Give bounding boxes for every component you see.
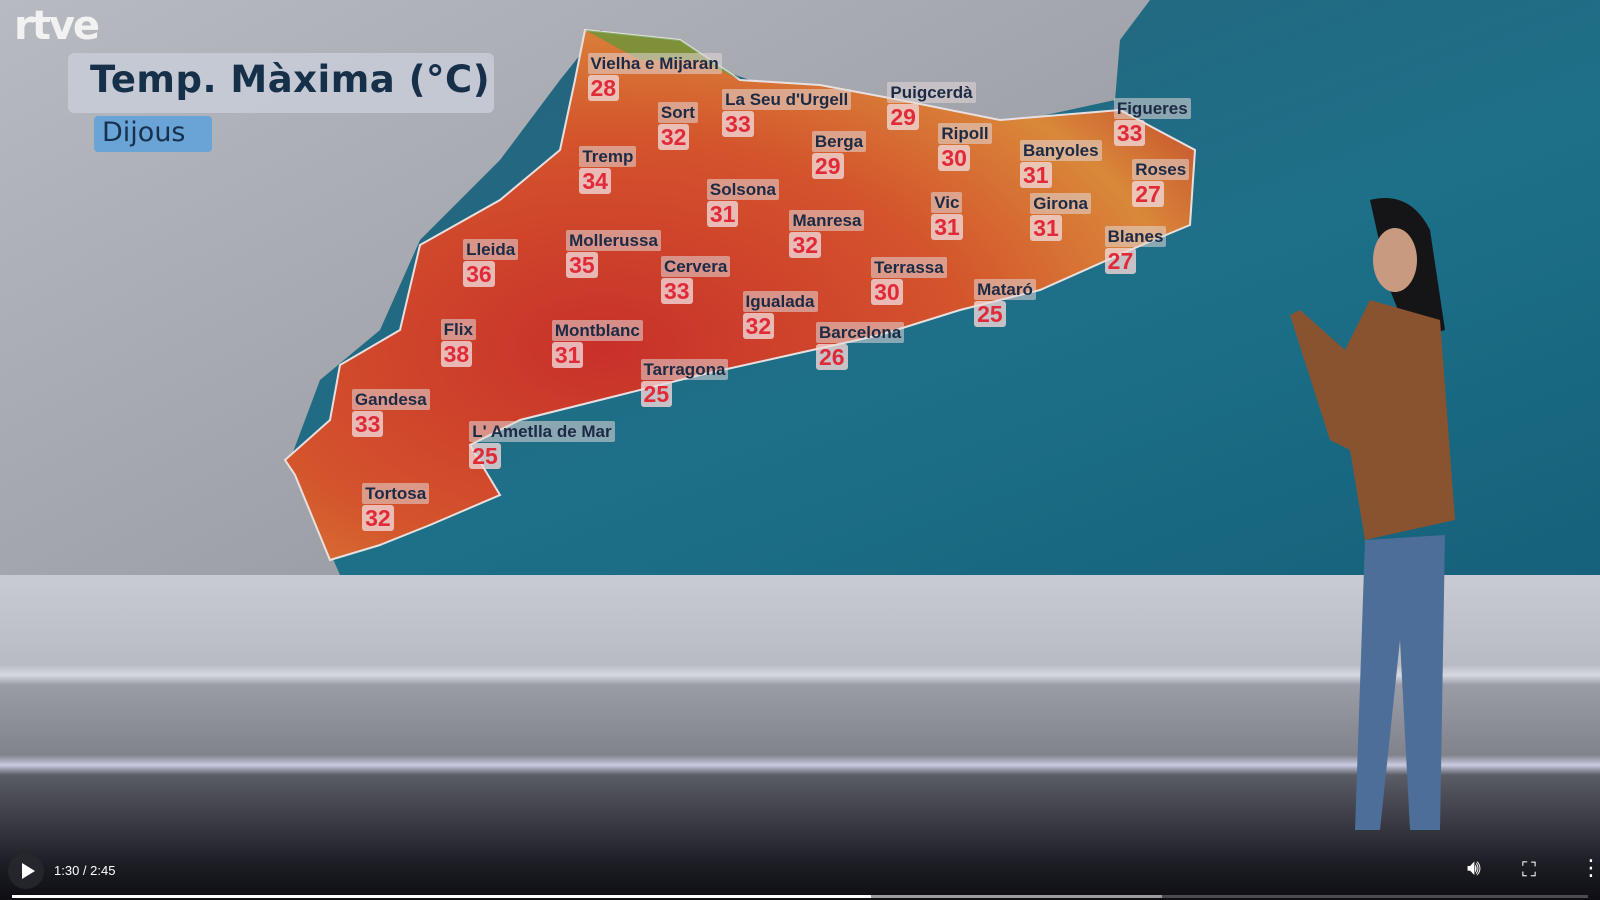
city-name: Mollerussa (566, 229, 661, 251)
city-temp: 25 (640, 381, 673, 408)
city-label: L' Ametlla de Mar 25 (469, 421, 615, 470)
city-label: Solsona 31 (706, 178, 779, 227)
city-temp: 33 (1113, 119, 1146, 146)
city-temp: 31 (706, 200, 739, 227)
more-options-icon[interactable]: ⋮ (1580, 856, 1600, 881)
city-label: La Seu d'Urgell 33 (722, 88, 852, 137)
city-temp: 35 (566, 251, 598, 278)
city-label: Mollerussa 35 (566, 229, 661, 278)
city-name: Montblanc (551, 320, 643, 342)
city-temp: 32 (742, 312, 775, 339)
city-temp: 25 (974, 301, 1006, 328)
city-label: Sort 32 (657, 102, 698, 150)
city-temp: 32 (362, 505, 394, 532)
city-name: Lleida (463, 238, 519, 260)
city-temp: 36 (463, 260, 495, 287)
city-name: Igualada (742, 290, 818, 312)
city-label: Montblanc 31 (551, 320, 643, 369)
city-label: Cervera 33 (660, 256, 731, 305)
city-temp: 29 (887, 103, 919, 130)
city-temp: 33 (351, 410, 384, 437)
city-label: Vielha e Mijaran 28 (587, 53, 722, 102)
volume-icon[interactable]: 🔊︎ (1467, 856, 1481, 881)
played-bar (12, 895, 871, 898)
city-temp: 34 (579, 167, 611, 194)
city-label: Vic 31 (931, 191, 963, 240)
day-label: Dijous (94, 116, 212, 152)
city-name: Sort (657, 102, 698, 123)
city-name: Mataró (974, 279, 1036, 301)
city-temp: 32 (657, 124, 690, 150)
city-temp: 33 (722, 110, 754, 137)
city-label: Puigcerdà 29 (887, 81, 976, 130)
studio-floor (0, 575, 1600, 900)
city-temp: 30 (938, 145, 970, 172)
city-temp: 27 (1104, 248, 1137, 275)
city-label: Blanes 27 (1104, 226, 1167, 275)
city-name: Tortosa (362, 483, 430, 505)
city-label: Tortosa 32 (362, 483, 430, 532)
presenter (1290, 198, 1455, 830)
city-temp: 25 (469, 443, 501, 470)
city-label: Ripoll 30 (938, 123, 992, 172)
map-title: Temp. Màxima (°C) (68, 53, 494, 113)
city-label: Figueres 33 (1113, 97, 1191, 146)
city-temp: 31 (1020, 161, 1052, 188)
city-temp: 32 (789, 232, 822, 259)
city-label: Berga 29 (811, 130, 867, 179)
video-controls: 1:30 / 2:45 🔊︎ ⛶ ⋮ (0, 840, 1600, 900)
city-name: Tremp (579, 145, 637, 167)
city-temp: 31 (551, 342, 584, 369)
city-name: Terrassa (871, 257, 947, 279)
city-label: Manresa 32 (789, 210, 865, 259)
play-icon[interactable] (8, 853, 44, 889)
city-name: La Seu d'Urgell (722, 88, 852, 110)
city-name: Girona (1030, 192, 1091, 214)
city-label: Terrassa 30 (871, 257, 947, 306)
city-name: Vielha e Mijaran (587, 53, 722, 75)
city-label: Gandesa 33 (351, 388, 430, 437)
city-name: Barcelona (816, 322, 905, 344)
progress-bar[interactable] (12, 895, 1588, 898)
city-name: Solsona (706, 178, 779, 200)
city-label: Flix 38 (440, 319, 476, 368)
city-temp: 26 (816, 344, 848, 371)
city-label: Roses 27 (1132, 159, 1190, 208)
city-name: Manresa (789, 210, 865, 232)
city-label: Girona 31 (1030, 192, 1091, 241)
land (0, 0, 1150, 575)
city-name: Cervera (660, 256, 731, 278)
fullscreen-icon[interactable]: ⛶ (1522, 857, 1536, 881)
city-name: Figueres (1113, 97, 1191, 119)
city-temp: 33 (660, 278, 693, 305)
city-name: Ripoll (938, 123, 992, 145)
city-name: Blanes (1104, 226, 1167, 248)
city-temp: 38 (440, 341, 473, 368)
city-name: Berga (811, 130, 867, 152)
city-label: Tremp 34 (579, 145, 637, 194)
city-name: Tarragona (640, 359, 729, 381)
city-temp: 28 (587, 75, 620, 102)
city-label: Mataró 25 (974, 279, 1036, 328)
city-name: Banyoles (1020, 139, 1102, 161)
city-name: Flix (440, 319, 476, 341)
city-name: L' Ametlla de Mar (469, 421, 615, 443)
city-label: Barcelona 26 (816, 322, 905, 371)
city-name: Vic (931, 191, 963, 213)
city-label: Lleida 36 (463, 238, 519, 287)
city-name: Gandesa (351, 388, 430, 410)
time-display: 1:30 / 2:45 (54, 863, 116, 878)
city-temp: 31 (1030, 214, 1062, 241)
city-label: Igualada 32 (742, 290, 818, 339)
city-name: Puigcerdà (887, 81, 976, 103)
city-name: Roses (1132, 159, 1190, 181)
city-temp: 27 (1132, 181, 1164, 208)
city-temp: 30 (871, 279, 903, 306)
rtve-logo: rtve (14, 3, 100, 49)
city-temp: 29 (811, 152, 844, 179)
city-label: Banyoles 31 (1020, 139, 1102, 188)
city-temp: 31 (931, 213, 963, 240)
city-label: Tarragona 25 (640, 359, 729, 408)
